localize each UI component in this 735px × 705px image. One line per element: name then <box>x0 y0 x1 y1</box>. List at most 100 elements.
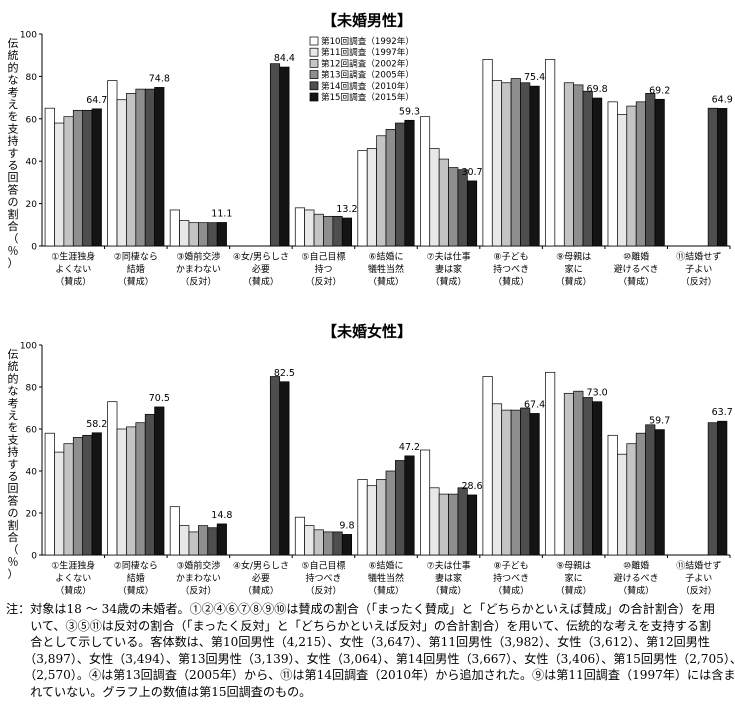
bar <box>385 129 396 247</box>
bar <box>607 101 618 247</box>
data-label: 47.2 <box>399 442 420 453</box>
bar <box>510 409 521 556</box>
bar <box>457 169 468 247</box>
x-tick-label: （賛成） <box>118 585 154 597</box>
x-tick-label: （賛成） <box>618 276 654 288</box>
bar <box>395 460 406 556</box>
y-tick-label: 0 <box>31 243 37 253</box>
bar <box>135 88 146 247</box>
bar <box>448 493 459 556</box>
bar <box>501 409 512 556</box>
y-axis-label-char: な <box>8 385 19 398</box>
footnote-line: れていない。グラフ上の数値は第15回調査のもの。 <box>6 684 312 699</box>
y-tick-label: 100 <box>20 31 37 41</box>
y-tick-label: 100 <box>20 342 37 352</box>
y-axis-label-char: 統 <box>8 48 19 62</box>
y-axis-label-char: ％ <box>8 555 19 568</box>
bar <box>438 158 449 247</box>
bar <box>529 413 540 556</box>
legend-swatch <box>309 47 319 57</box>
x-tick-label: （賛成） <box>118 276 154 288</box>
y-tick-label: 80 <box>26 73 38 83</box>
bar <box>216 222 227 247</box>
x-tick-label: 妻は家 <box>435 572 462 584</box>
bar <box>154 406 165 556</box>
x-tick-label: ④女/男らしさ <box>233 251 289 263</box>
legend-swatch <box>309 81 319 91</box>
bar <box>269 63 281 247</box>
bar <box>54 122 65 247</box>
x-tick-label: 持つべき <box>493 263 529 275</box>
x-tick-label: ⑦夫は仕事 <box>427 560 471 572</box>
y-axis-label-char: な <box>8 74 19 87</box>
x-tick-label: （反対） <box>305 585 341 597</box>
footnote-line: 合として示している。客体数は、第10回男性（4,215）、女性（3,647）、第… <box>6 635 710 650</box>
x-tick-label: 子よい <box>685 573 712 584</box>
legend-label: 第10回調査（1992年） <box>321 35 414 47</box>
x-tick-label: ⑩離婚 <box>623 251 649 263</box>
x-tick-label: 犠牲当然 <box>368 572 404 584</box>
bar <box>419 449 431 556</box>
data-label: 63.7 <box>712 407 733 418</box>
bar <box>501 82 512 247</box>
y-axis-label-char: 考 <box>8 397 19 410</box>
bar <box>82 109 93 247</box>
y-axis-label-char: ％ <box>8 244 19 257</box>
bar <box>707 107 718 247</box>
x-tick-label: （反対） <box>180 585 216 597</box>
bar <box>154 87 165 247</box>
y-axis-label-char: 持 <box>8 445 19 459</box>
bar <box>617 453 628 556</box>
footnote-line: （2,570）。④は第13回調査（2005年）から、⑪は第14回調査（2010年… <box>6 668 735 683</box>
y-axis-label-char: 支 <box>8 122 19 135</box>
y-axis-label-char: の <box>8 196 19 209</box>
x-tick-label: 結婚 <box>127 572 145 584</box>
bar <box>582 90 593 247</box>
y-tick-label: 20 <box>26 510 38 520</box>
x-tick-label: ⑤自己目標 <box>301 251 345 263</box>
bar <box>573 390 584 556</box>
footnote-line: （3,897）、女性（3,494）、第13回男性（3,139）、女性（3,064… <box>6 651 735 666</box>
x-tick-label: ⑤自己目標 <box>301 560 345 572</box>
bar <box>198 525 209 556</box>
y-axis-label-char: 回 <box>8 482 19 495</box>
x-tick-label: ⑧子ども <box>494 252 529 263</box>
bar <box>438 493 449 556</box>
bar <box>529 85 540 247</box>
y-axis-label-char: 割 <box>8 207 19 221</box>
legend-label: 第12回調査（2002年） <box>321 57 414 69</box>
y-tick-label: 20 <box>26 200 38 210</box>
data-label: 74.8 <box>149 73 170 84</box>
bar <box>404 119 415 247</box>
data-label: 69.8 <box>587 84 608 95</box>
data-label: 28.6 <box>461 481 482 492</box>
bar <box>635 432 646 556</box>
bar <box>313 213 324 247</box>
y-axis-label-char: 答 <box>8 493 19 507</box>
bar <box>304 209 315 247</box>
data-label: 14.8 <box>211 510 232 521</box>
x-tick-label: ⑨母親は <box>556 251 591 263</box>
chart-title: 【未婚男性】 <box>322 12 412 30</box>
x-tick-label: ⑧子ども <box>494 561 529 572</box>
bar <box>645 93 656 247</box>
bar <box>341 217 353 247</box>
bar <box>395 122 406 247</box>
x-tick-label: 必要 <box>252 572 270 584</box>
bar <box>376 135 387 247</box>
bar <box>135 422 146 556</box>
x-tick-label: ②同棲なら <box>114 560 158 572</box>
bar <box>617 114 628 247</box>
y-axis-label-char: 回 <box>8 171 19 184</box>
bar <box>332 531 343 556</box>
x-tick-label: （賛成） <box>556 585 592 597</box>
bar <box>366 148 377 247</box>
y-axis-label-char: 統 <box>8 359 19 373</box>
bar <box>91 108 102 247</box>
x-tick-label: 必要 <box>252 263 270 275</box>
data-label: 69.2 <box>649 85 670 96</box>
y-tick-label: 60 <box>26 115 38 125</box>
